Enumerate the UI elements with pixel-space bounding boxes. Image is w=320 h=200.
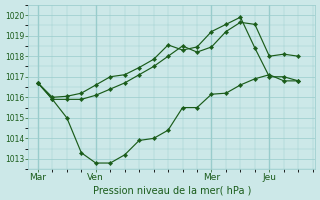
X-axis label: Pression niveau de la mer( hPa ): Pression niveau de la mer( hPa ) — [92, 185, 251, 195]
